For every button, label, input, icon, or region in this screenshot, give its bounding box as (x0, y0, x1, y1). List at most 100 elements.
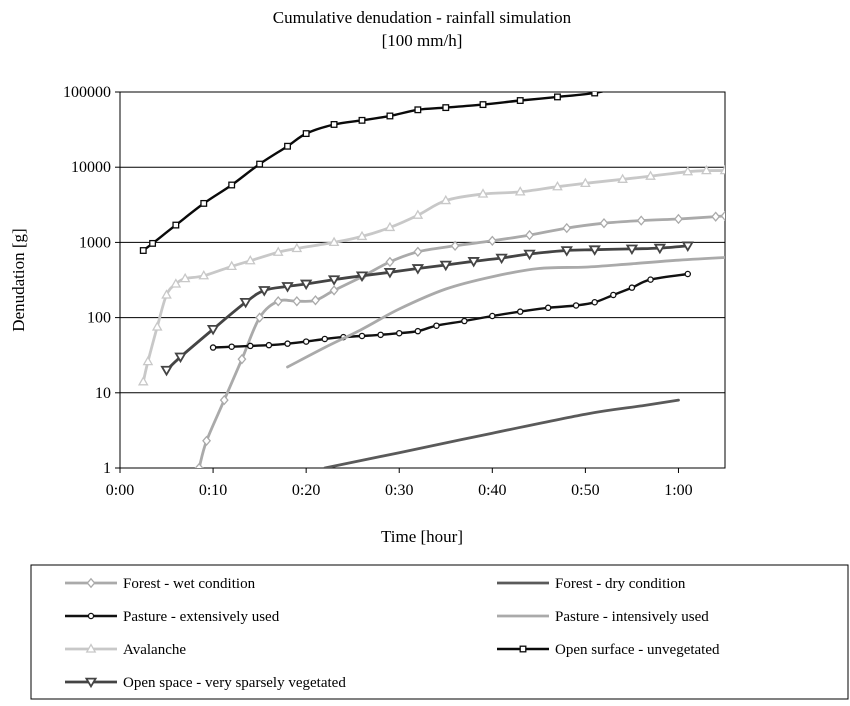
data-point (383, 268, 397, 279)
data-point (572, 302, 580, 309)
data-point (525, 229, 534, 241)
legend-marker (85, 643, 97, 653)
data-point (467, 257, 480, 268)
data-point (179, 272, 191, 283)
data-point (599, 218, 609, 229)
data-point (137, 376, 149, 386)
legend-entry: Forest - dry condition (497, 576, 686, 592)
data-point (206, 324, 220, 336)
data-point (412, 209, 424, 219)
series-4 (286, 256, 725, 369)
data-point (544, 304, 552, 312)
data-point (516, 308, 524, 315)
data-point (588, 245, 601, 256)
series-line (323, 398, 680, 468)
legend-entry: Avalanche (65, 642, 186, 658)
x-tick-label: 0:20 (292, 482, 320, 499)
data-point (272, 246, 284, 256)
data-point (461, 317, 468, 325)
data-point (273, 296, 283, 307)
x-tick-labels: 0:00 0:10 0:20 0:30 0:40 0:50 1:00 (106, 468, 693, 499)
data-point (194, 462, 204, 468)
legend-label: Forest - wet condition (123, 576, 256, 592)
legend-label: Open surface - unvegetated (555, 642, 720, 658)
series-7 (160, 241, 694, 377)
legend-marker (86, 577, 96, 589)
chart-subtitle: [100 mm/h] (382, 31, 463, 50)
data-point (292, 296, 302, 307)
data-point (302, 130, 310, 138)
legend-marker (87, 612, 95, 620)
x-tick-label: 0:40 (478, 482, 506, 499)
chart-title: Cumulative denudation - rainfall simulat… (273, 8, 572, 27)
data-point (149, 239, 157, 247)
data-point (711, 211, 721, 222)
data-point (395, 329, 403, 337)
data-point (562, 222, 572, 234)
data-point (265, 341, 273, 349)
data-point (281, 282, 294, 293)
y-tick-label: 1 (103, 460, 111, 477)
series-3 (209, 270, 692, 351)
data-point (329, 285, 339, 296)
data-point (284, 340, 291, 347)
data-point (647, 276, 654, 283)
legend-label: Pasture - extensively used (123, 609, 280, 625)
series-line (142, 92, 606, 252)
data-point (355, 271, 369, 282)
legend-entry: Open surface - unvegetated (497, 642, 720, 658)
data-point (142, 355, 154, 366)
data-point (684, 270, 692, 278)
data-point (560, 246, 573, 257)
legend-entry: Pasture - extensively used (65, 609, 280, 625)
data-point (514, 186, 526, 196)
data-point (580, 177, 591, 187)
legend-label: Avalanche (123, 642, 186, 658)
data-point (386, 112, 394, 120)
legend-marker (84, 677, 98, 689)
data-point (247, 342, 254, 350)
data-point (219, 394, 229, 406)
data-point (720, 210, 725, 222)
data-point (636, 215, 646, 226)
data-point (450, 240, 460, 252)
y-tick-label: 100 (87, 310, 111, 327)
y-tick-label: 100000 (63, 84, 111, 101)
legend-entry: Pasture - intensively used (497, 609, 709, 625)
x-tick-label: 0:50 (571, 482, 599, 499)
data-point (516, 97, 524, 104)
data-point (291, 242, 303, 253)
legend-label: Pasture - intensively used (555, 609, 709, 625)
data-point (239, 297, 252, 309)
data-point (228, 181, 236, 189)
data-point (617, 173, 628, 183)
data-point (327, 275, 341, 286)
data-point (591, 299, 598, 306)
data-point (610, 291, 617, 299)
data-point (200, 199, 208, 207)
series-2 (323, 398, 680, 468)
x-tick-label: 1:00 (664, 482, 692, 499)
legend-entry: Open space - very sparsely vegetated (65, 675, 346, 691)
x-tick-label: 0:10 (199, 482, 227, 499)
data-point (330, 121, 338, 128)
series-layer (137, 92, 725, 468)
data-point (299, 279, 313, 291)
data-point (653, 243, 667, 255)
data-point (302, 338, 310, 345)
data-point (209, 344, 217, 351)
data-point (356, 230, 368, 241)
data-point (440, 194, 452, 205)
data-point (311, 295, 320, 306)
data-point (489, 312, 496, 320)
data-point (552, 181, 563, 191)
legend-box (30, 564, 849, 700)
data-point (377, 331, 384, 339)
data-point (495, 253, 508, 265)
data-point (479, 101, 487, 109)
data-point (358, 332, 366, 340)
data-point (284, 142, 291, 150)
y-tick-label: 10000 (71, 159, 111, 176)
